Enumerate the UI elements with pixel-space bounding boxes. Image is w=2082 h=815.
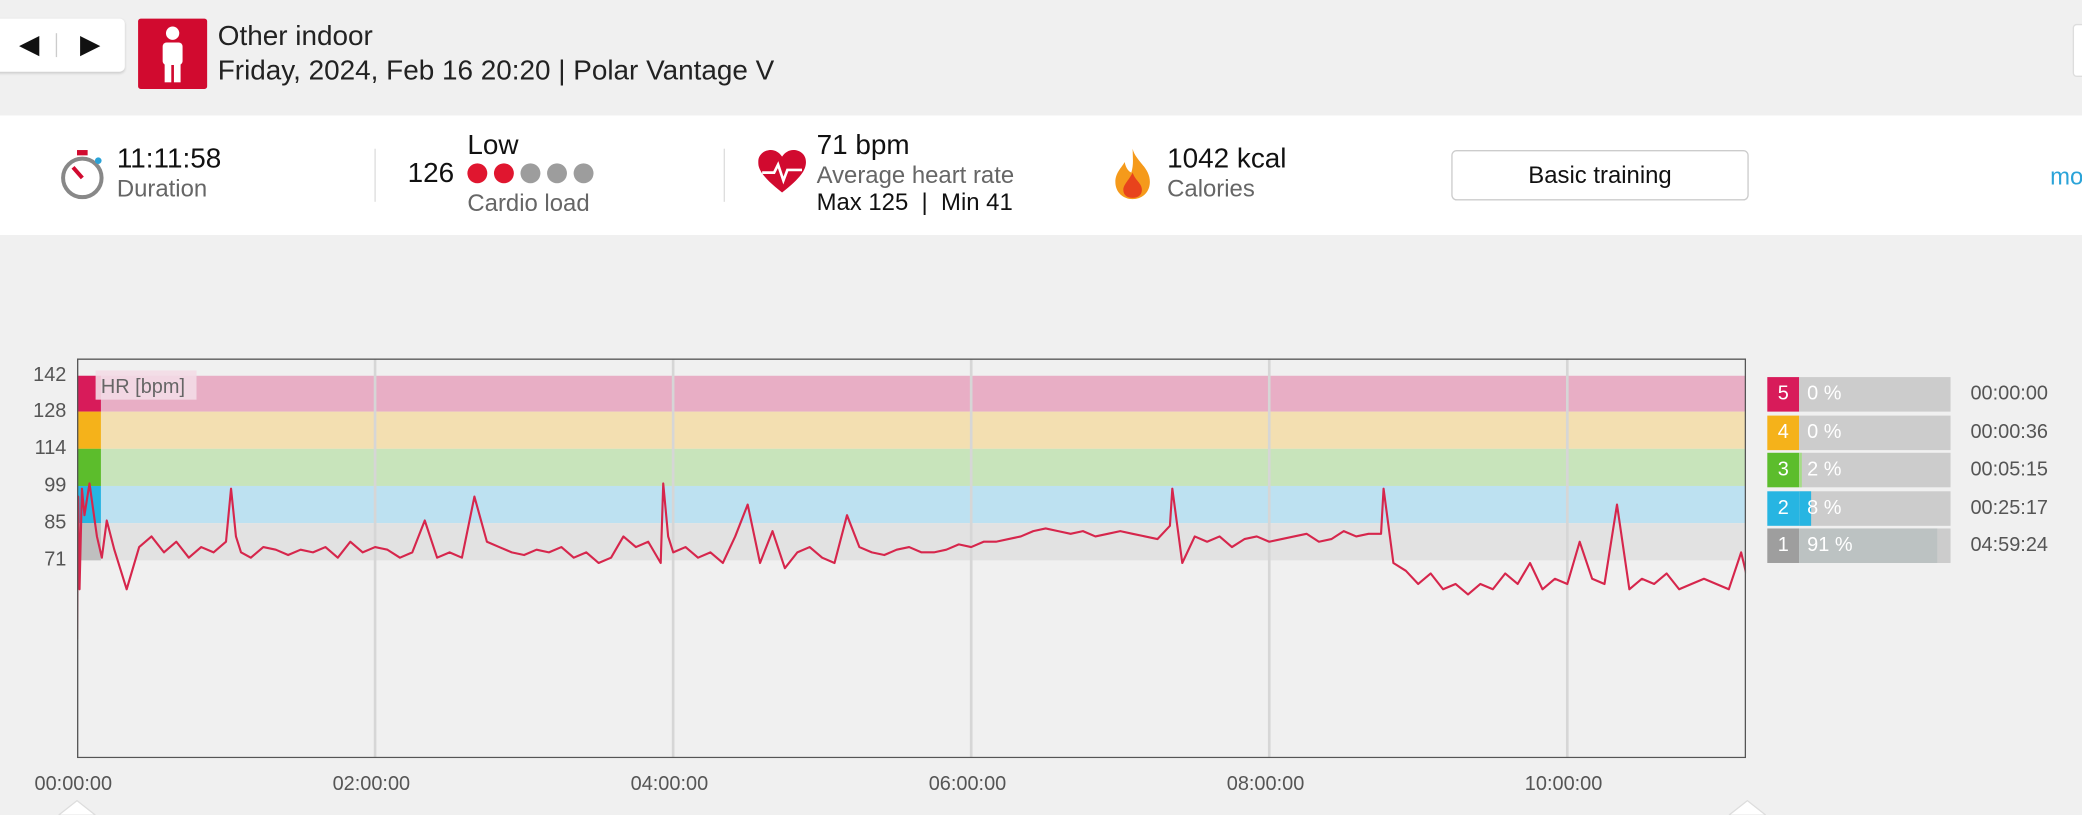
duration-label: Duration (116, 175, 208, 202)
zone-bar-fill (1799, 528, 1937, 563)
zone-number-badge: 4 (1767, 415, 1800, 451)
zone-percent: 0 % (1807, 382, 1842, 405)
chart-legend-label: HR [bpm] (101, 376, 185, 398)
person-standing-icon (138, 18, 208, 89)
y-tick-label: 128 (33, 399, 67, 423)
heart-icon (758, 150, 806, 193)
zone-number-badge: 1 (1767, 528, 1800, 563)
previous-session-icon[interactable]: ◀ (18, 30, 40, 60)
chart-legend-box (95, 370, 197, 400)
zone-number-badge: 3 (1767, 452, 1800, 488)
cardio-load-dot (520, 163, 541, 184)
zone-time: 00:05:15 (1970, 458, 2048, 481)
y-tick-label: 114 (34, 436, 67, 460)
cardio-load-value: 126 (407, 158, 455, 189)
heart-rate-line (77, 482, 1747, 640)
zone-strip-3 (77, 448, 101, 486)
zone-bar-fill (1799, 452, 1803, 488)
training-type-button[interactable]: Basic training (1451, 150, 1749, 201)
flame-icon (1115, 148, 1150, 200)
zone-band-3 (77, 448, 1747, 486)
cardio-load-dot (547, 163, 567, 184)
zone-percent: 0 % (1807, 420, 1842, 444)
heart-rate-value: 71 bpm (816, 130, 910, 161)
y-tick-label: 142 (33, 363, 67, 387)
nav-divider (55, 33, 58, 58)
zone-time: 00:25:17 (1970, 496, 2048, 520)
divider (374, 148, 376, 202)
cardio-load-dot (573, 163, 594, 184)
stopwatch-icon (61, 150, 104, 200)
zone-time: 00:00:36 (1970, 420, 2048, 444)
zone-strip-1 (77, 523, 101, 561)
zone-number-badge: 5 (1767, 377, 1800, 412)
x-tick-label: 10:00:00 (1524, 772, 1603, 796)
session-nav: ◀ ▶ (0, 18, 125, 72)
zone-band-2 (77, 485, 1747, 524)
zone-percent: 91 % (1807, 533, 1853, 557)
summary-bar: 11:11:58 Duration 126 Low Cardio load 71… (0, 115, 2082, 236)
y-tick-label: 71 (44, 548, 67, 571)
zone-bar: 0 % (1799, 415, 1951, 451)
session-date-device: Friday, 2024, Feb 16 20:20 | Polar Vanta… (217, 55, 775, 87)
zone-bar-fill (1799, 491, 1812, 526)
zone-bar: 8 % (1799, 491, 1951, 526)
zone-band-1 (77, 523, 1747, 561)
more-link[interactable]: mo (2050, 163, 2082, 190)
zone-number-badge: 2 (1767, 491, 1800, 526)
cardio-load-level: Low (467, 130, 519, 161)
cardio-load-dot (467, 163, 488, 184)
zone-percent: 8 % (1807, 496, 1842, 520)
zone-band-5 (77, 375, 1747, 412)
duration-value: 11:11:58 (116, 143, 222, 174)
zone-percent: 2 % (1807, 458, 1842, 481)
y-tick-label: 85 (44, 511, 67, 534)
zone-band-4 (77, 411, 1747, 449)
cardio-load-dot (493, 163, 514, 184)
zone-bar: 91 % (1799, 528, 1951, 563)
zone-strip-4 (77, 411, 101, 449)
heart-rate-minmax: Max 125 | Min 41 (816, 188, 1013, 216)
x-tick-label: 02:00:00 (332, 772, 411, 796)
sport-name: Other indoor (217, 21, 373, 52)
x-tick-label: 08:00:00 (1226, 772, 1305, 796)
range-start-handle[interactable] (58, 799, 96, 815)
heart-rate-label: Average heart rate (816, 161, 1015, 189)
x-tick-label: 00:00:00 (34, 772, 113, 796)
x-tick-label: 06:00:00 (928, 772, 1007, 796)
plot-frame (77, 358, 1747, 759)
calories-label: Calories (1167, 175, 1255, 202)
zone-bar: 0 % (1799, 377, 1951, 412)
zone-bar: 2 % (1799, 452, 1951, 488)
next-session-icon[interactable]: ▶ (80, 30, 101, 60)
range-end-handle[interactable] (1728, 799, 1766, 815)
heart-rate-chart[interactable]: HR [bpm] (77, 358, 1747, 759)
zone-time: 04:59:24 (1970, 533, 2048, 557)
cardio-load-label: Cardio load (467, 189, 590, 217)
side-panel-toggle[interactable] (2072, 23, 2082, 78)
x-tick-label: 04:00:00 (630, 772, 709, 796)
calories-value: 1042 kcal (1167, 143, 1287, 174)
y-tick-label: 99 (44, 474, 67, 497)
zone-strip-5 (77, 375, 101, 412)
divider (723, 148, 725, 202)
zone-time: 00:00:00 (1970, 382, 2048, 405)
